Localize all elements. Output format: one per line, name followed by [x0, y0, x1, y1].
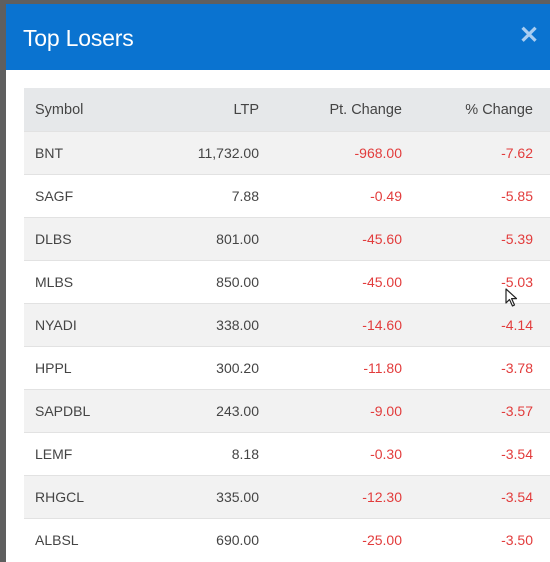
cell-symbol: ALBSL [24, 518, 169, 561]
row-padding [533, 432, 550, 476]
cell-symbol: SAPDBL [24, 389, 169, 433]
cell-ltp: 243.00 [169, 389, 259, 433]
cell-pt-change: -12.30 [259, 475, 402, 519]
table-body: BNT 11,732.00 -968.00 -7.62 SAGF 7.88 -0.49 -5.… [24, 131, 550, 561]
header-row: Symbol LTP Pt. Change % Change [24, 88, 550, 132]
cell-symbol: BNT [24, 131, 169, 175]
col-header-ltp[interactable]: LTP [169, 88, 259, 132]
table-row[interactable]: LEMF 8.18 -0.30 -3.54 [24, 432, 550, 476]
cell-pt-change: -45.00 [259, 260, 402, 304]
modal-title: Top Losers [23, 25, 134, 51]
cell-pt-change: -45.60 [259, 217, 402, 261]
row-padding [533, 518, 550, 561]
cell-ltp: 11,732.00 [169, 131, 259, 175]
row-padding [533, 389, 550, 433]
table-row[interactable]: NYADI 338.00 -14.60 -4.14 [24, 303, 550, 347]
modal-header: Top Losers ✕ [6, 4, 550, 70]
cell-ltp: 850.00 [169, 260, 259, 304]
cell-ltp: 801.00 [169, 217, 259, 261]
row-padding [533, 303, 550, 347]
col-header-pct-change[interactable]: % Change [402, 88, 533, 132]
top-losers-modal: Top Losers ✕ Symbol LTP Pt. Change % Cha… [6, 4, 550, 562]
cell-pct-change: -3.54 [402, 475, 533, 519]
table-row[interactable]: SAGF 7.88 -0.49 -5.85 [24, 174, 550, 218]
table-row[interactable]: BNT 11,732.00 -968.00 -7.62 [24, 131, 550, 175]
cell-symbol: HPPL [24, 346, 169, 390]
cell-pct-change: -3.78 [402, 346, 533, 390]
cell-pt-change: -0.30 [259, 432, 402, 476]
cell-symbol: NYADI [24, 303, 169, 347]
cell-pt-change: -25.00 [259, 518, 402, 561]
row-padding [533, 131, 550, 175]
table-header: Symbol LTP Pt. Change % Change [24, 88, 550, 132]
cell-pt-change: -968.00 [259, 131, 402, 175]
cell-ltp: 8.18 [169, 432, 259, 476]
cell-symbol: RHGCL [24, 475, 169, 519]
losers-table-container: Symbol LTP Pt. Change % Change BNT 11,732… [24, 88, 550, 561]
cell-symbol: SAGF [24, 174, 169, 218]
row-padding [533, 475, 550, 519]
col-header-pt-change[interactable]: Pt. Change [259, 88, 402, 132]
cell-pct-change: -4.14 [402, 303, 533, 347]
col-header-symbol[interactable]: Symbol [24, 88, 169, 132]
cell-pt-change: -9.00 [259, 389, 402, 433]
table-row[interactable]: RHGCL 335.00 -12.30 -3.54 [24, 475, 550, 519]
close-icon: ✕ [518, 22, 540, 49]
cell-symbol: MLBS [24, 260, 169, 304]
cell-ltp: 335.00 [169, 475, 259, 519]
cell-pct-change: -7.62 [402, 131, 533, 175]
cell-pt-change: -14.60 [259, 303, 402, 347]
close-button[interactable]: ✕ [518, 24, 540, 48]
table-row[interactable]: MLBS 850.00 -45.00 -5.03 [24, 260, 550, 304]
cell-pt-change: -0.49 [259, 174, 402, 218]
row-padding [533, 217, 550, 261]
cell-ltp: 300.20 [169, 346, 259, 390]
row-padding [533, 260, 550, 304]
cell-ltp: 338.00 [169, 303, 259, 347]
header-padding [533, 88, 550, 132]
mouse-cursor-icon [505, 288, 518, 307]
cell-pct-change: -3.50 [402, 518, 533, 561]
table-row[interactable]: ALBSL 690.00 -25.00 -3.50 [24, 518, 550, 561]
row-padding [533, 346, 550, 390]
table-row[interactable]: HPPL 300.20 -11.80 -3.78 [24, 346, 550, 390]
cell-pct-change: -5.39 [402, 217, 533, 261]
cell-pct-change: -5.85 [402, 174, 533, 218]
cell-pct-change: -3.54 [402, 432, 533, 476]
cell-symbol: LEMF [24, 432, 169, 476]
row-padding [533, 174, 550, 218]
cell-pt-change: -11.80 [259, 346, 402, 390]
table-row[interactable]: DLBS 801.00 -45.60 -5.39 [24, 217, 550, 261]
cell-pct-change: -3.57 [402, 389, 533, 433]
cell-ltp: 7.88 [169, 174, 259, 218]
losers-table: Symbol LTP Pt. Change % Change BNT 11,732… [24, 88, 550, 561]
table-row[interactable]: SAPDBL 243.00 -9.00 -3.57 [24, 389, 550, 433]
cell-symbol: DLBS [24, 217, 169, 261]
cell-ltp: 690.00 [169, 518, 259, 561]
